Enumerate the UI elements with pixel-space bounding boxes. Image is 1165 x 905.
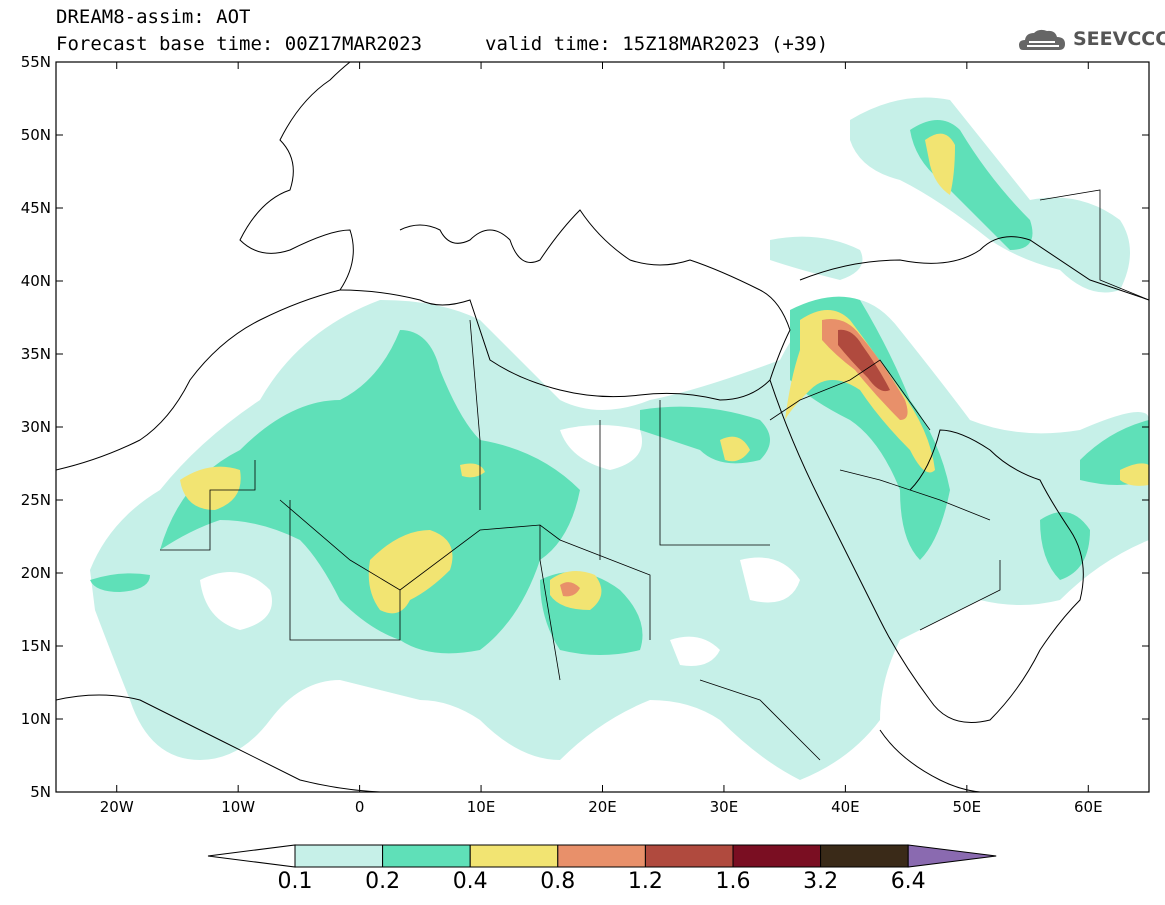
colorbar-segment <box>644 844 734 868</box>
colorbar-segment <box>294 844 384 868</box>
colorbar-segment <box>820 844 909 868</box>
colorbar-level-label: 1.6 <box>715 869 751 894</box>
borders <box>160 189 1149 761</box>
x-tick-label: 10W <box>221 798 255 816</box>
colorbar-arrow-low <box>207 844 296 868</box>
logo-text: SEEVCCC <box>1073 28 1165 50</box>
x-tick-label: 20W <box>100 798 134 816</box>
colorbar-segment <box>382 844 471 868</box>
x-tick-label: 60E <box>1074 798 1103 816</box>
x-tick-label: 10E <box>467 798 496 816</box>
x-tick-label: 40E <box>831 798 860 816</box>
colorbar-segment <box>469 844 559 868</box>
x-tick-label: 20E <box>588 798 617 816</box>
colorbar-level-label: 3.2 <box>803 869 839 894</box>
colorbar-level-label: 0.2 <box>365 869 401 894</box>
forecast-base-time: Forecast base time: 00Z17MAR2023 <box>56 33 423 55</box>
y-tick-label: 55N <box>21 53 51 71</box>
colorbar-level-label: 6.4 <box>890 869 926 894</box>
coastlines <box>56 62 1149 792</box>
y-tick-label: 45N <box>21 199 51 217</box>
colorbar-level-label: 1.2 <box>627 869 663 894</box>
y-tick-label: 25N <box>21 491 51 509</box>
y-tick-label: 50N <box>21 126 51 144</box>
cloud-icon <box>1019 29 1065 50</box>
y-tick-label: 40N <box>21 272 51 290</box>
map-title: DREAM8-assim: AOT <box>56 6 251 28</box>
colorbar <box>207 844 997 868</box>
y-tick-label: 5N <box>30 783 51 801</box>
colorbar-level-label: 0.1 <box>277 869 313 894</box>
colorbar-segment <box>732 844 822 868</box>
y-tick-label: 30N <box>21 418 51 436</box>
colorbar-level-label: 0.8 <box>540 869 576 894</box>
aot-field <box>90 97 1149 780</box>
y-tick-label: 35N <box>21 345 51 363</box>
colorbar-segment <box>557 844 646 868</box>
y-tick-label: 10N <box>21 710 51 728</box>
x-tick-label: 0 <box>355 798 365 816</box>
x-tick-label: 30E <box>710 798 739 816</box>
x-tick-label: 50E <box>953 798 982 816</box>
colorbar-arrow-high <box>907 844 997 868</box>
valid-time: valid time: 15Z18MAR2023 (+39) <box>485 33 829 55</box>
colorbar-level-label: 0.4 <box>452 869 488 894</box>
latitude-ticks: 55N 50N 45N 40N 35N 30N 25N 20N 15N 10N 5N <box>21 53 1149 801</box>
y-tick-label: 20N <box>21 564 51 582</box>
y-tick-label: 15N <box>21 637 51 655</box>
longitude-ticks: 20W 10W 0 10E 20E 30E 40E 50E 60E <box>100 62 1103 816</box>
